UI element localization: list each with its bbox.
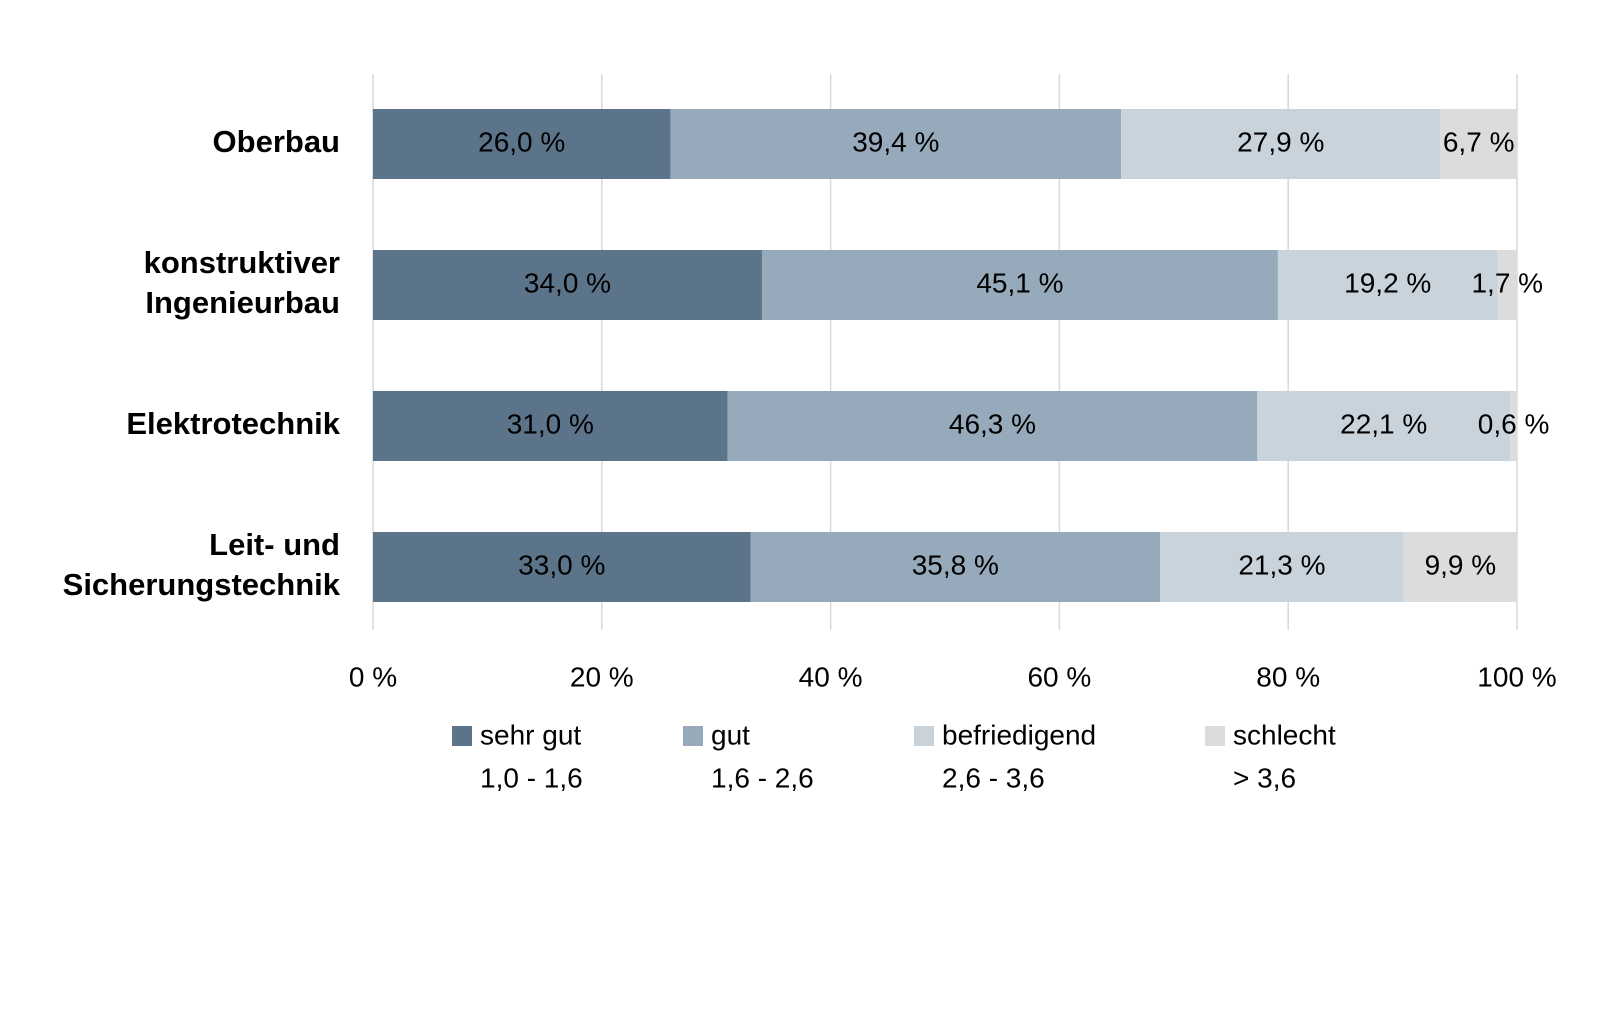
x-tick-label: 40 %	[799, 661, 863, 692]
category-label: konstruktiver Ingenieurbau	[144, 245, 340, 320]
x-tick-label: 80 %	[1256, 661, 1320, 692]
value-label: 6,7 %	[1443, 126, 1515, 157]
value-label: 34,0 %	[524, 267, 611, 298]
value-label: 22,1 %	[1340, 408, 1427, 439]
x-tick-label: 20 %	[570, 661, 634, 692]
value-label: 33,0 %	[518, 549, 605, 580]
legend-label: befriedigend	[942, 719, 1096, 750]
legend-range: 1,0 - 1,6	[480, 762, 583, 793]
value-label: 46,3 %	[949, 408, 1036, 439]
category-label: Oberbau	[213, 124, 340, 159]
bar-segment	[1160, 532, 1404, 602]
value-label: 0,6 %	[1478, 408, 1550, 439]
legend-range: > 3,6	[1233, 762, 1296, 793]
legend-swatch	[683, 726, 703, 746]
x-tick-label: 0 %	[349, 661, 397, 692]
bar-segment	[373, 391, 728, 461]
legend-swatch	[914, 726, 934, 746]
legend-label: schlecht	[1233, 719, 1336, 750]
legend-range: 1,6 - 2,6	[711, 762, 814, 793]
bar-segment	[1510, 391, 1517, 461]
bar-segment	[1277, 250, 1498, 320]
category-label: Leit- und Sicherungstechnik	[63, 527, 341, 602]
bar-segment	[727, 391, 1258, 461]
bar-segment	[373, 532, 751, 602]
value-label: 21,3 %	[1238, 549, 1325, 580]
legend-range: 2,6 - 3,6	[942, 762, 1045, 793]
value-label: 26,0 %	[478, 126, 565, 157]
value-label: 45,1 %	[976, 267, 1063, 298]
value-label: 19,2 %	[1344, 267, 1431, 298]
value-label: 9,9 %	[1425, 549, 1497, 580]
bar-segment	[373, 250, 762, 320]
value-label: 1,7 %	[1471, 267, 1543, 298]
bar-segment	[670, 109, 1122, 179]
legend-label: sehr gut	[480, 719, 581, 750]
bar-segment	[1403, 532, 1517, 602]
value-label: 31,0 %	[507, 408, 594, 439]
bar-segment	[373, 109, 671, 179]
value-label: 35,8 %	[912, 549, 999, 580]
legend-swatch	[1205, 726, 1225, 746]
value-label: 27,9 %	[1237, 126, 1324, 157]
x-tick-label: 60 %	[1027, 661, 1091, 692]
bar-segment	[1121, 109, 1441, 179]
legend-label: gut	[711, 719, 750, 750]
value-label: 39,4 %	[852, 126, 939, 157]
legend-swatch	[452, 726, 472, 746]
bar-segment	[1497, 250, 1517, 320]
x-tick-label: 100 %	[1477, 661, 1556, 692]
bar-segment	[1257, 391, 1511, 461]
category-label: Elektrotechnik	[126, 406, 340, 441]
bar-segment	[761, 250, 1278, 320]
bar-segment	[750, 532, 1161, 602]
bar-segment	[1440, 109, 1517, 179]
